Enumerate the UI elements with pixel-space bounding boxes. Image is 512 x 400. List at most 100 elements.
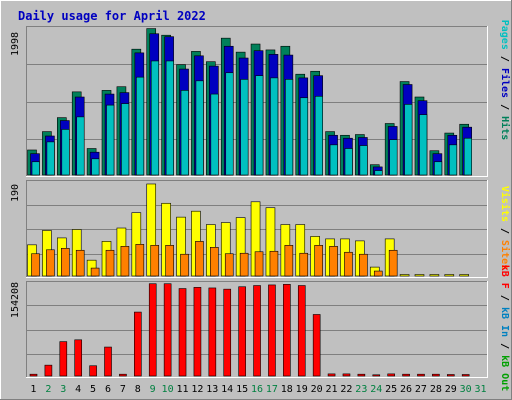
sites-bar — [180, 253, 189, 277]
visits-bar — [399, 274, 410, 277]
x-tick-label: 19 — [296, 384, 308, 395]
pages-bar — [91, 158, 100, 176]
pages-bar — [404, 104, 413, 176]
kbf-bar — [208, 287, 217, 377]
kbf-bar — [372, 374, 381, 377]
sites-bar — [165, 245, 174, 277]
legend-pages-files-hits: Pages / Files / Hits — [499, 20, 511, 141]
legend-pages: Pages — [499, 20, 510, 50]
sites-bar — [150, 245, 160, 277]
x-tick-label: 27 — [415, 384, 427, 395]
legend-sites: Sites — [499, 240, 511, 270]
pages-bar — [374, 170, 383, 176]
x-tick-label: 23 — [355, 384, 367, 395]
sites-bar — [269, 250, 279, 277]
legend-kbf: kB F — [499, 265, 510, 289]
legend-kbout: kB Out — [499, 355, 510, 391]
kbf-bar — [163, 283, 172, 377]
visits-bar — [429, 274, 440, 277]
kbf-bar — [119, 373, 127, 377]
pages-bar — [463, 137, 472, 176]
kbf-bar — [193, 287, 202, 377]
x-tick-label: 11 — [176, 384, 188, 395]
pages-bar — [359, 145, 368, 176]
kbf-bar — [238, 286, 246, 377]
kbf-bar — [253, 285, 261, 377]
x-axis-day-labels: 1 2 3 4 5 6 7 8 9 10 11 12 13 14 15 16 17 18 19 20 21 22 23 24 2… — [30, 384, 486, 395]
sites-bar — [120, 246, 130, 277]
pages-bar — [434, 161, 443, 176]
x-tick-label: 2 — [45, 384, 51, 395]
x-tick-label: 22 — [340, 384, 352, 395]
legend-visits: Visits — [499, 186, 511, 222]
pages-bar — [344, 148, 353, 176]
pages-bar — [106, 104, 115, 176]
kbf-bar — [461, 374, 470, 377]
sites-bar — [195, 241, 204, 277]
kbf-bar — [44, 364, 53, 377]
x-tick-label: 29 — [445, 384, 457, 395]
pages-bar — [31, 161, 40, 176]
pages-bar — [61, 129, 70, 176]
sites-bar — [299, 252, 309, 277]
pages-bar — [225, 72, 234, 176]
legend-hits: Hits — [499, 116, 511, 140]
x-tick-label: 9 — [150, 384, 156, 395]
sites-bar — [224, 253, 234, 277]
x-tick-label: 1 — [30, 384, 36, 395]
kbf-bar — [148, 283, 157, 377]
sites-bar — [61, 247, 70, 277]
x-tick-label: 21 — [325, 384, 337, 395]
x-tick-label: 13 — [206, 384, 218, 395]
sites-bar — [135, 244, 145, 277]
pages-bar — [299, 97, 309, 176]
x-tick-label: 7 — [120, 384, 126, 395]
kbf-bar — [134, 311, 142, 377]
legend-sep: / — [499, 56, 510, 62]
kbytes-panel — [26, 281, 488, 378]
legend-sep: / — [499, 295, 510, 301]
hits-files-pages-panel — [26, 26, 488, 177]
kbytes-ymax-label: 154208 — [10, 282, 21, 318]
sites-bar — [46, 249, 55, 277]
kbf-bar — [357, 373, 366, 377]
legend-sep: / — [499, 104, 510, 110]
visits-bar — [414, 274, 425, 277]
pages-bar — [150, 60, 160, 176]
legend-visits-sites: Visits / Sites — [499, 186, 511, 270]
x-tick-label: 25 — [385, 384, 397, 395]
x-tick-label: 17 — [266, 384, 278, 395]
chart-title: Daily usage for April 2022 — [18, 9, 206, 23]
kbf-bar — [29, 373, 38, 377]
kbf-bar — [74, 339, 83, 377]
legend-sep: / — [499, 228, 510, 234]
sites-bar — [388, 249, 398, 277]
pages-bar — [240, 79, 249, 176]
x-tick-label: 20 — [311, 384, 323, 395]
kbf-bar — [223, 288, 232, 377]
x-tick-label: 10 — [162, 384, 174, 395]
sites-bar — [329, 246, 338, 277]
pages-bar — [255, 75, 264, 176]
pages-bar — [195, 80, 204, 176]
sites-bar — [373, 270, 383, 277]
pages-bar — [448, 144, 458, 176]
x-tick-label: 24 — [370, 384, 382, 395]
pages-bar — [121, 103, 130, 176]
kbf-bar — [312, 314, 321, 377]
x-tick-label: 18 — [281, 384, 293, 395]
x-tick-label: 12 — [191, 384, 203, 395]
pages-bar — [210, 93, 219, 176]
pages-bar — [165, 60, 174, 176]
sites-bar — [344, 251, 353, 277]
kbf-bar — [268, 284, 276, 377]
kbf-bar — [432, 373, 440, 377]
x-tick-label: 30 — [460, 384, 472, 395]
pages-bar — [419, 114, 428, 176]
pages-bar — [76, 116, 85, 176]
visits-bar — [459, 274, 469, 277]
visits-ymax-label: 190 — [10, 184, 21, 202]
sites-bar — [254, 251, 264, 277]
